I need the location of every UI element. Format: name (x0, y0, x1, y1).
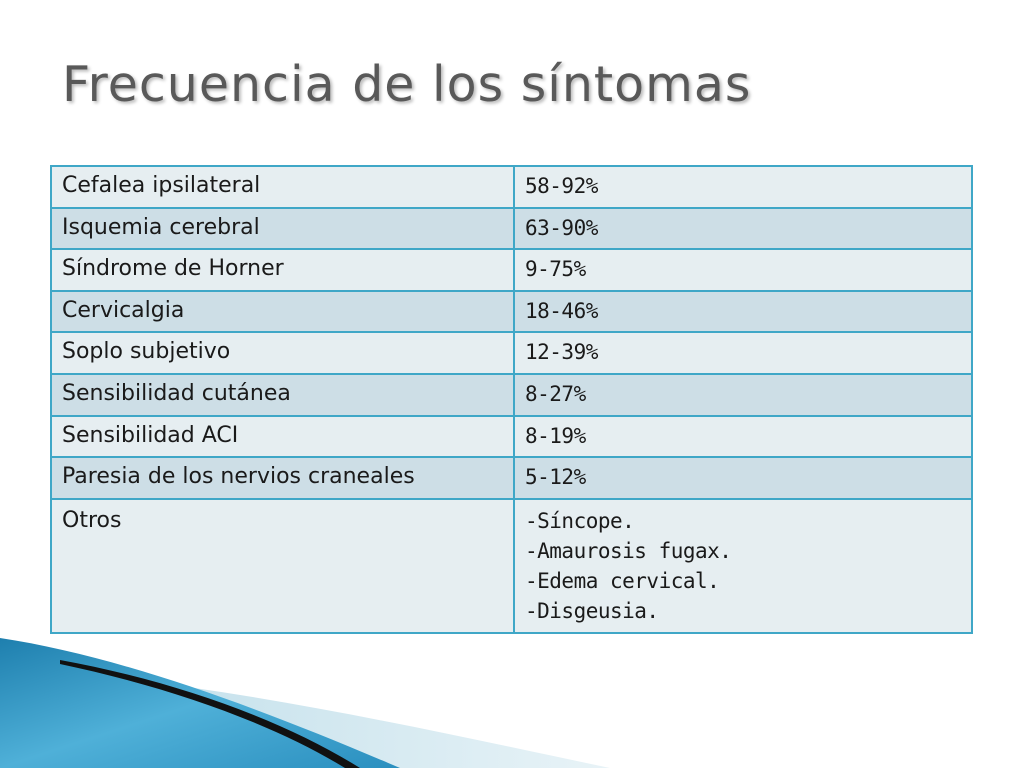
symptom-cell: Síndrome de Horner (50, 248, 515, 292)
table-row-other: Otros -Síncope. -Amaurosis fugax. -Edema… (50, 497, 973, 634)
corner-swoosh-decoration (0, 638, 610, 768)
frequency-cell: 8-27% (513, 372, 973, 417)
other-symptoms-cell: -Síncope. -Amaurosis fugax. -Edema cervi… (513, 497, 973, 634)
swoosh-blue-band (0, 638, 400, 768)
frequency-cell: 12-39% (513, 331, 973, 375)
symptom-cell: Cervicalgia (50, 289, 515, 334)
symptom-cell: Sensibilidad ACI (50, 414, 515, 459)
swoosh-dark-line (60, 660, 360, 768)
table-row: Cefalea ipsilateral 58-92% (50, 165, 973, 209)
table-row: Síndrome de Horner 9-75% (50, 248, 973, 292)
frequency-cell: 8-19% (513, 414, 973, 459)
slide-title: Frecuencia de los síntomas (62, 56, 752, 113)
other-item: -Disgeusia. (525, 598, 659, 623)
table-row: Soplo subjetivo 12-39% (50, 331, 973, 375)
frequency-cell: 9-75% (513, 248, 973, 292)
other-item: -Síncope. (525, 508, 635, 533)
frequency-cell: 5-12% (513, 456, 973, 500)
symptom-cell-other: Otros (50, 497, 515, 634)
frequency-cell: 63-90% (513, 206, 973, 251)
table-row: Paresia de los nervios craneales 5-12% (50, 456, 973, 500)
table-row: Cervicalgia 18-46% (50, 289, 973, 334)
symptom-cell: Isquemia cerebral (50, 206, 515, 251)
table-row: Sensibilidad ACI 8-19% (50, 414, 973, 459)
frequency-cell: 58-92% (513, 165, 973, 209)
frequency-cell: 18-46% (513, 289, 973, 334)
other-item: -Edema cervical. (525, 568, 720, 593)
symptom-cell: Sensibilidad cutánea (50, 372, 515, 417)
other-item: -Amaurosis fugax. (525, 538, 732, 563)
symptom-cell: Cefalea ipsilateral (50, 165, 515, 209)
symptom-cell: Paresia de los nervios craneales (50, 456, 515, 500)
symptom-frequency-table: Cefalea ipsilateral 58-92% Isquemia cere… (50, 165, 973, 634)
table-row: Isquemia cerebral 63-90% (50, 206, 973, 251)
symptom-cell: Soplo subjetivo (50, 331, 515, 375)
table-row: Sensibilidad cutánea 8-27% (50, 372, 973, 417)
